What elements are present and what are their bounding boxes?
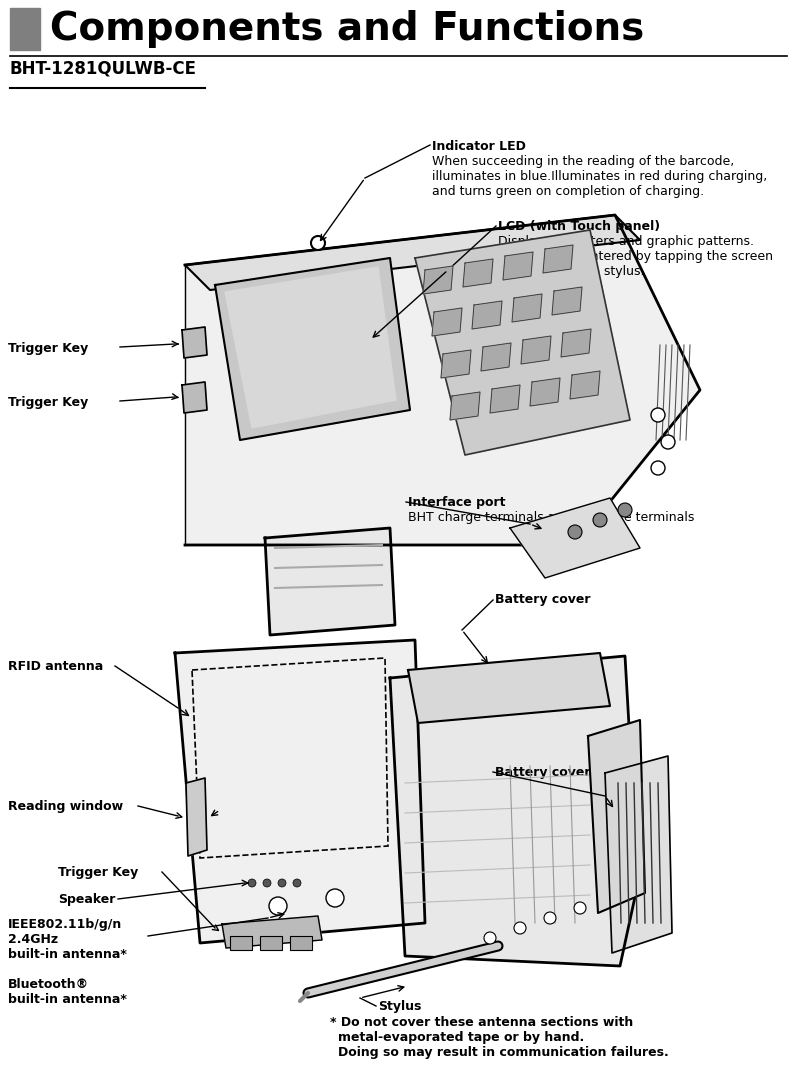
Text: Stylus: Stylus <box>378 1000 422 1013</box>
Text: Reading window: Reading window <box>8 800 123 813</box>
Text: built-in antenna*: built-in antenna* <box>8 993 127 1006</box>
Polygon shape <box>222 915 322 948</box>
Circle shape <box>651 408 665 422</box>
Text: Components and Functions: Components and Functions <box>50 10 644 48</box>
Text: Interface port: Interface port <box>408 496 505 509</box>
Polygon shape <box>182 327 207 358</box>
Text: Doing so may result in communication failures.: Doing so may result in communication fai… <box>338 1046 669 1059</box>
Text: BHT-1281QULWB-CE: BHT-1281QULWB-CE <box>10 60 197 78</box>
Polygon shape <box>472 301 502 329</box>
Polygon shape <box>390 656 638 966</box>
Circle shape <box>311 236 325 250</box>
Polygon shape <box>510 498 640 578</box>
Circle shape <box>278 879 286 887</box>
Polygon shape <box>503 252 533 280</box>
Circle shape <box>269 897 287 915</box>
Text: RFID antenna: RFID antenna <box>8 660 104 673</box>
Circle shape <box>593 513 607 527</box>
Bar <box>230 936 252 950</box>
Polygon shape <box>530 378 560 406</box>
Circle shape <box>326 889 344 907</box>
Polygon shape <box>423 266 453 294</box>
Circle shape <box>618 503 632 517</box>
Text: Bluetooth®: Bluetooth® <box>8 978 89 991</box>
Circle shape <box>651 461 665 475</box>
Circle shape <box>484 932 496 944</box>
Polygon shape <box>463 259 493 287</box>
Text: * Do not cover these antenna sections with: * Do not cover these antenna sections wi… <box>330 1016 634 1029</box>
Circle shape <box>661 435 675 449</box>
Circle shape <box>544 912 556 924</box>
Circle shape <box>574 902 586 914</box>
Bar <box>260 936 282 950</box>
Polygon shape <box>408 653 610 723</box>
Polygon shape <box>543 245 573 273</box>
Polygon shape <box>432 308 462 336</box>
Polygon shape <box>521 336 551 364</box>
Polygon shape <box>588 720 645 913</box>
Text: built-in antenna*: built-in antenna* <box>8 948 127 961</box>
Polygon shape <box>185 215 640 291</box>
Polygon shape <box>265 528 395 635</box>
Text: Trigger Key: Trigger Key <box>8 396 88 410</box>
Text: Trigger Key: Trigger Key <box>8 342 88 355</box>
Polygon shape <box>441 349 471 378</box>
Polygon shape <box>605 756 672 953</box>
Circle shape <box>293 879 301 887</box>
Text: IEEE802.11b/g/n: IEEE802.11b/g/n <box>8 918 122 930</box>
Bar <box>290 936 312 950</box>
Polygon shape <box>552 287 582 315</box>
Text: Speaker: Speaker <box>58 893 116 906</box>
Text: Display characters and graphic patterns.
Data may be entered by tapping the scre: Display characters and graphic patterns.… <box>498 235 773 278</box>
Circle shape <box>568 525 582 539</box>
Text: LCD (with Touch panel): LCD (with Touch panel) <box>498 220 660 233</box>
Polygon shape <box>225 267 396 428</box>
Polygon shape <box>186 778 207 857</box>
Polygon shape <box>182 382 207 413</box>
Polygon shape <box>512 294 542 322</box>
Polygon shape <box>490 385 520 413</box>
Polygon shape <box>185 215 700 545</box>
Polygon shape <box>481 343 511 371</box>
Text: Battery cover: Battery cover <box>495 593 591 606</box>
Text: BHT charge terminals and Interface terminals: BHT charge terminals and Interface termi… <box>408 511 694 524</box>
Circle shape <box>263 879 271 887</box>
Polygon shape <box>175 640 425 943</box>
Polygon shape <box>561 329 591 357</box>
Circle shape <box>514 922 526 934</box>
Text: metal-evaporated tape or by hand.: metal-evaporated tape or by hand. <box>338 1031 584 1044</box>
Polygon shape <box>450 392 480 420</box>
Polygon shape <box>215 258 410 440</box>
Polygon shape <box>415 230 630 455</box>
Circle shape <box>248 879 256 887</box>
Text: When succeeding in the reading of the barcode,
illuminates in blue.Illuminates i: When succeeding in the reading of the ba… <box>432 155 768 198</box>
Polygon shape <box>570 371 600 399</box>
Bar <box>10 8 40 50</box>
Text: Trigger Key: Trigger Key <box>58 866 138 879</box>
Text: Indicator LED: Indicator LED <box>432 140 526 153</box>
Text: Battery cover: Battery cover <box>495 766 591 779</box>
Text: 2.4GHz: 2.4GHz <box>8 933 58 946</box>
